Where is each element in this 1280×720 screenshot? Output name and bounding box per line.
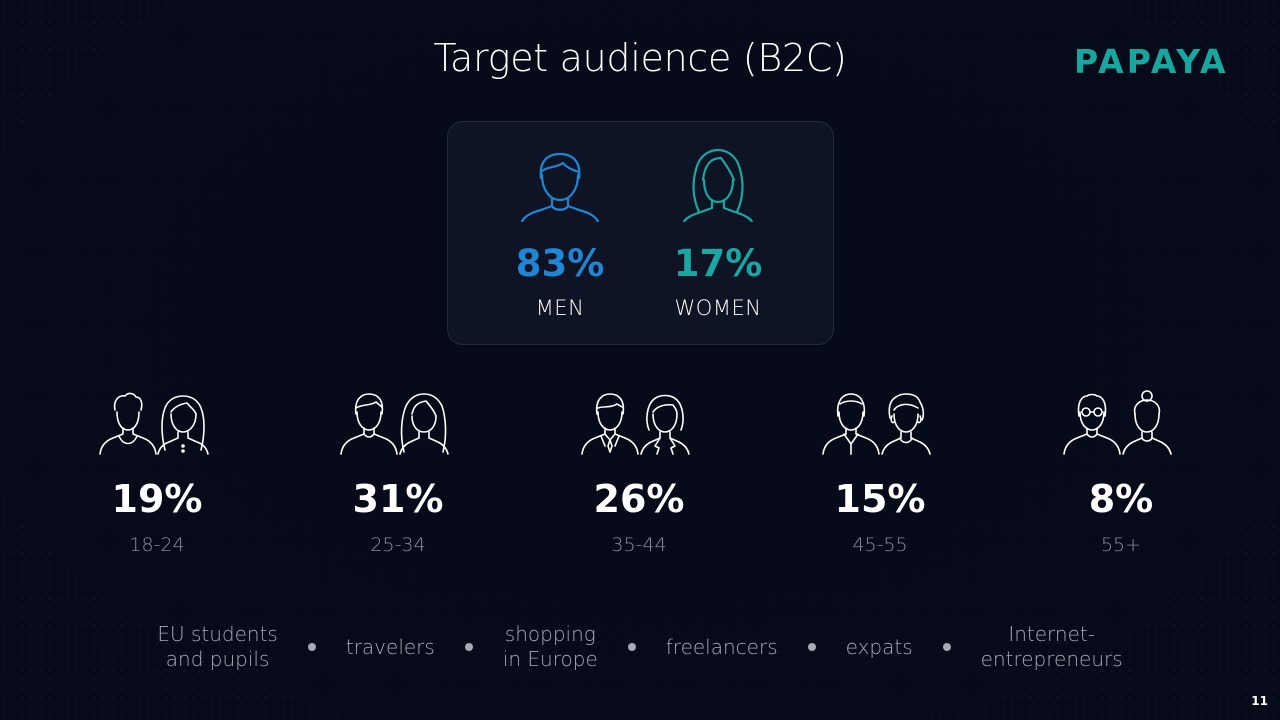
man-icon xyxy=(520,152,600,222)
age-group-35-44: 26% 35-44 xyxy=(564,390,714,556)
adult-couple-icon xyxy=(340,393,449,455)
page-title: Target audience (B2C) xyxy=(433,36,847,80)
age-group-55-plus: 8% 55+ xyxy=(1046,390,1196,556)
bullet-dot xyxy=(464,643,473,651)
age-range: 55+ xyxy=(1100,534,1142,556)
segment-line: freelancers xyxy=(665,634,778,659)
segment-line: shopping xyxy=(504,622,596,646)
page-number: 11 xyxy=(1251,694,1268,708)
men-percent: 83% xyxy=(515,242,605,285)
segment-eu-students: EU students and pupils xyxy=(157,622,278,672)
bullet-dot xyxy=(627,643,636,651)
audience-segments: EU students and pupils travelers shoppin… xyxy=(140,619,1140,675)
age-range: 25-34 xyxy=(370,534,426,556)
segment-line: in Europe xyxy=(502,647,598,671)
gender-women: 17% WOMEN xyxy=(658,122,778,320)
bullet-dot xyxy=(807,643,816,651)
gender-men: 83% MEN xyxy=(500,122,620,320)
age-group-18-24: 19% 18-24 xyxy=(82,390,232,556)
age-percent: 15% xyxy=(834,477,926,521)
woman-icon xyxy=(682,148,754,222)
women-label: WOMEN xyxy=(674,296,762,320)
segment-travelers: travelers xyxy=(346,635,435,660)
age-percent: 26% xyxy=(593,477,685,521)
segment-freelancers: freelancers xyxy=(666,635,778,660)
age-range: 35-44 xyxy=(611,534,667,556)
senior-couple-icon xyxy=(1063,390,1172,455)
segment-line: entrepreneurs xyxy=(980,647,1123,671)
segment-line: Internet- xyxy=(1008,622,1095,646)
age-group-45-55: 15% 45-55 xyxy=(805,390,955,556)
men-label: MEN xyxy=(535,296,585,320)
bullet-dot xyxy=(942,643,951,651)
age-range: 18-24 xyxy=(129,534,185,556)
middle-aged-couple-icon xyxy=(822,393,931,455)
segment-line: EU students xyxy=(157,622,278,646)
age-group-25-34: 31% 25-34 xyxy=(323,390,473,556)
age-percent: 19% xyxy=(111,477,203,521)
age-range: 45-55 xyxy=(852,534,908,556)
age-percent: 8% xyxy=(1088,477,1154,521)
gender-card: 83% MEN 17% WOMEN xyxy=(447,121,834,345)
segment-expats: expats xyxy=(846,635,913,660)
bullet-dot xyxy=(307,643,316,651)
segment-line: travelers xyxy=(345,634,435,659)
segment-shopping: shopping in Europe xyxy=(503,622,598,672)
business-couple-icon xyxy=(581,393,690,455)
women-percent: 17% xyxy=(673,242,763,285)
segment-internet-entrepreneurs: Internet- entrepreneurs xyxy=(981,622,1123,672)
young-couple-icon xyxy=(99,392,209,455)
segment-line: expats xyxy=(845,634,913,659)
age-percent: 31% xyxy=(352,477,444,521)
papaya-logo: PAPAYA xyxy=(1074,42,1229,81)
segment-line: and pupils xyxy=(165,647,270,671)
